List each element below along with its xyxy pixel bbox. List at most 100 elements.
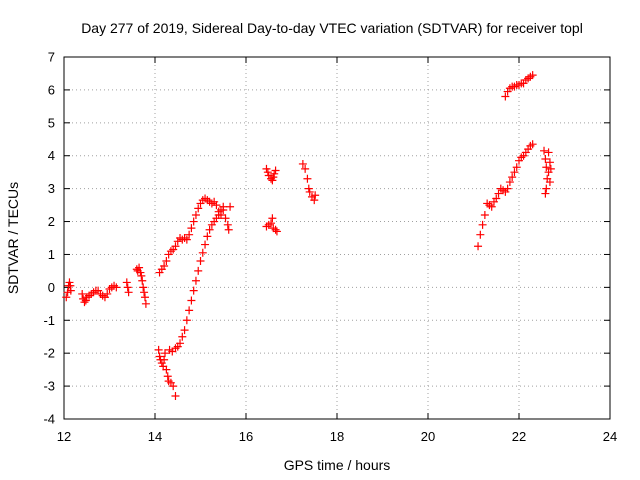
data-point xyxy=(221,214,230,223)
data-point xyxy=(268,214,277,223)
data-point xyxy=(271,225,280,234)
data-point xyxy=(494,189,503,198)
data-series xyxy=(62,71,555,400)
data-point xyxy=(138,276,147,285)
y-axis-label: SDTVAR / TECUs xyxy=(5,182,21,294)
x-tick-label: 18 xyxy=(330,429,344,444)
y-tick-label: -1 xyxy=(43,313,55,328)
data-point xyxy=(269,173,278,182)
data-point xyxy=(103,289,112,298)
data-point xyxy=(270,169,279,178)
y-tick-label: 3 xyxy=(48,181,55,196)
y-tick-label: 2 xyxy=(48,214,55,229)
data-point xyxy=(268,176,277,185)
y-tick-label: 4 xyxy=(48,148,55,163)
data-point xyxy=(65,278,74,287)
data-point xyxy=(196,257,205,266)
data-point xyxy=(201,240,210,249)
data-point xyxy=(508,173,517,182)
data-point xyxy=(198,248,207,257)
data-point xyxy=(224,225,233,234)
chart-title: Day 277 of 2019, Sidereal Day-to-day VTE… xyxy=(81,20,583,36)
data-point xyxy=(272,227,281,236)
data-point xyxy=(219,202,228,211)
data-point xyxy=(171,242,180,251)
data-point xyxy=(194,266,203,275)
data-point xyxy=(137,271,146,280)
data-point xyxy=(124,288,133,297)
data-point xyxy=(474,242,483,251)
data-point xyxy=(271,166,280,175)
x-axis: 12 14 16 18 20 22 24 xyxy=(57,57,617,444)
data-point xyxy=(301,164,310,173)
data-point xyxy=(182,316,191,325)
data-point xyxy=(487,202,496,211)
data-point xyxy=(176,339,185,348)
y-axis: -4 -3 -2 -1 0 1 2 3 4 5 6 7 xyxy=(43,50,610,427)
data-point xyxy=(182,235,191,244)
data-point xyxy=(528,140,537,149)
data-point xyxy=(303,174,312,183)
data-point xyxy=(267,219,276,228)
data-point xyxy=(304,184,313,193)
data-point xyxy=(510,168,519,177)
x-tick-label: 22 xyxy=(512,429,526,444)
x-axis-label: GPS time / hours xyxy=(284,457,391,473)
data-point xyxy=(185,306,194,315)
x-tick-label: 16 xyxy=(239,429,253,444)
grid xyxy=(64,57,610,419)
data-point xyxy=(178,332,187,341)
data-point xyxy=(545,158,554,167)
data-point xyxy=(205,225,214,234)
data-point xyxy=(136,268,145,277)
data-point xyxy=(194,204,203,213)
data-point xyxy=(191,276,200,285)
data-point xyxy=(161,349,170,358)
data-point xyxy=(180,326,189,335)
data-point xyxy=(310,196,319,205)
y-tick-label: 1 xyxy=(48,247,55,262)
y-tick-label: -4 xyxy=(43,412,55,427)
data-point xyxy=(541,189,550,198)
data-point xyxy=(480,210,489,219)
data-point xyxy=(162,257,171,266)
data-point xyxy=(112,283,121,292)
data-point xyxy=(540,146,549,155)
data-point xyxy=(154,345,163,354)
data-point xyxy=(160,355,169,364)
data-point xyxy=(187,224,196,233)
data-point xyxy=(492,194,501,203)
y-tick-label: -2 xyxy=(43,346,55,361)
data-point xyxy=(305,187,314,196)
y-tick-label: 7 xyxy=(48,50,55,65)
data-point xyxy=(541,155,550,164)
data-point xyxy=(139,283,148,292)
data-point xyxy=(528,71,537,80)
data-point xyxy=(203,232,212,241)
data-point xyxy=(212,201,221,210)
data-point xyxy=(476,230,485,239)
data-point xyxy=(542,184,551,193)
x-tick-label: 14 xyxy=(148,429,162,444)
data-point xyxy=(162,365,171,374)
data-point xyxy=(545,178,554,187)
data-point xyxy=(135,263,144,272)
data-point xyxy=(189,217,198,226)
data-point xyxy=(512,163,521,172)
data-point xyxy=(155,352,164,361)
data-point xyxy=(140,293,149,302)
data-point xyxy=(191,210,200,219)
data-point xyxy=(189,286,198,295)
data-point xyxy=(185,230,194,239)
x-tick-label: 20 xyxy=(421,429,435,444)
data-point xyxy=(226,202,235,211)
y-tick-label: 0 xyxy=(48,280,55,295)
data-point xyxy=(544,168,553,177)
x-tick-label: 24 xyxy=(603,429,617,444)
y-tick-label: -3 xyxy=(43,379,55,394)
y-tick-label: 5 xyxy=(48,115,55,130)
x-tick-label: 12 xyxy=(57,429,71,444)
data-point xyxy=(503,184,512,193)
data-point xyxy=(80,298,89,307)
